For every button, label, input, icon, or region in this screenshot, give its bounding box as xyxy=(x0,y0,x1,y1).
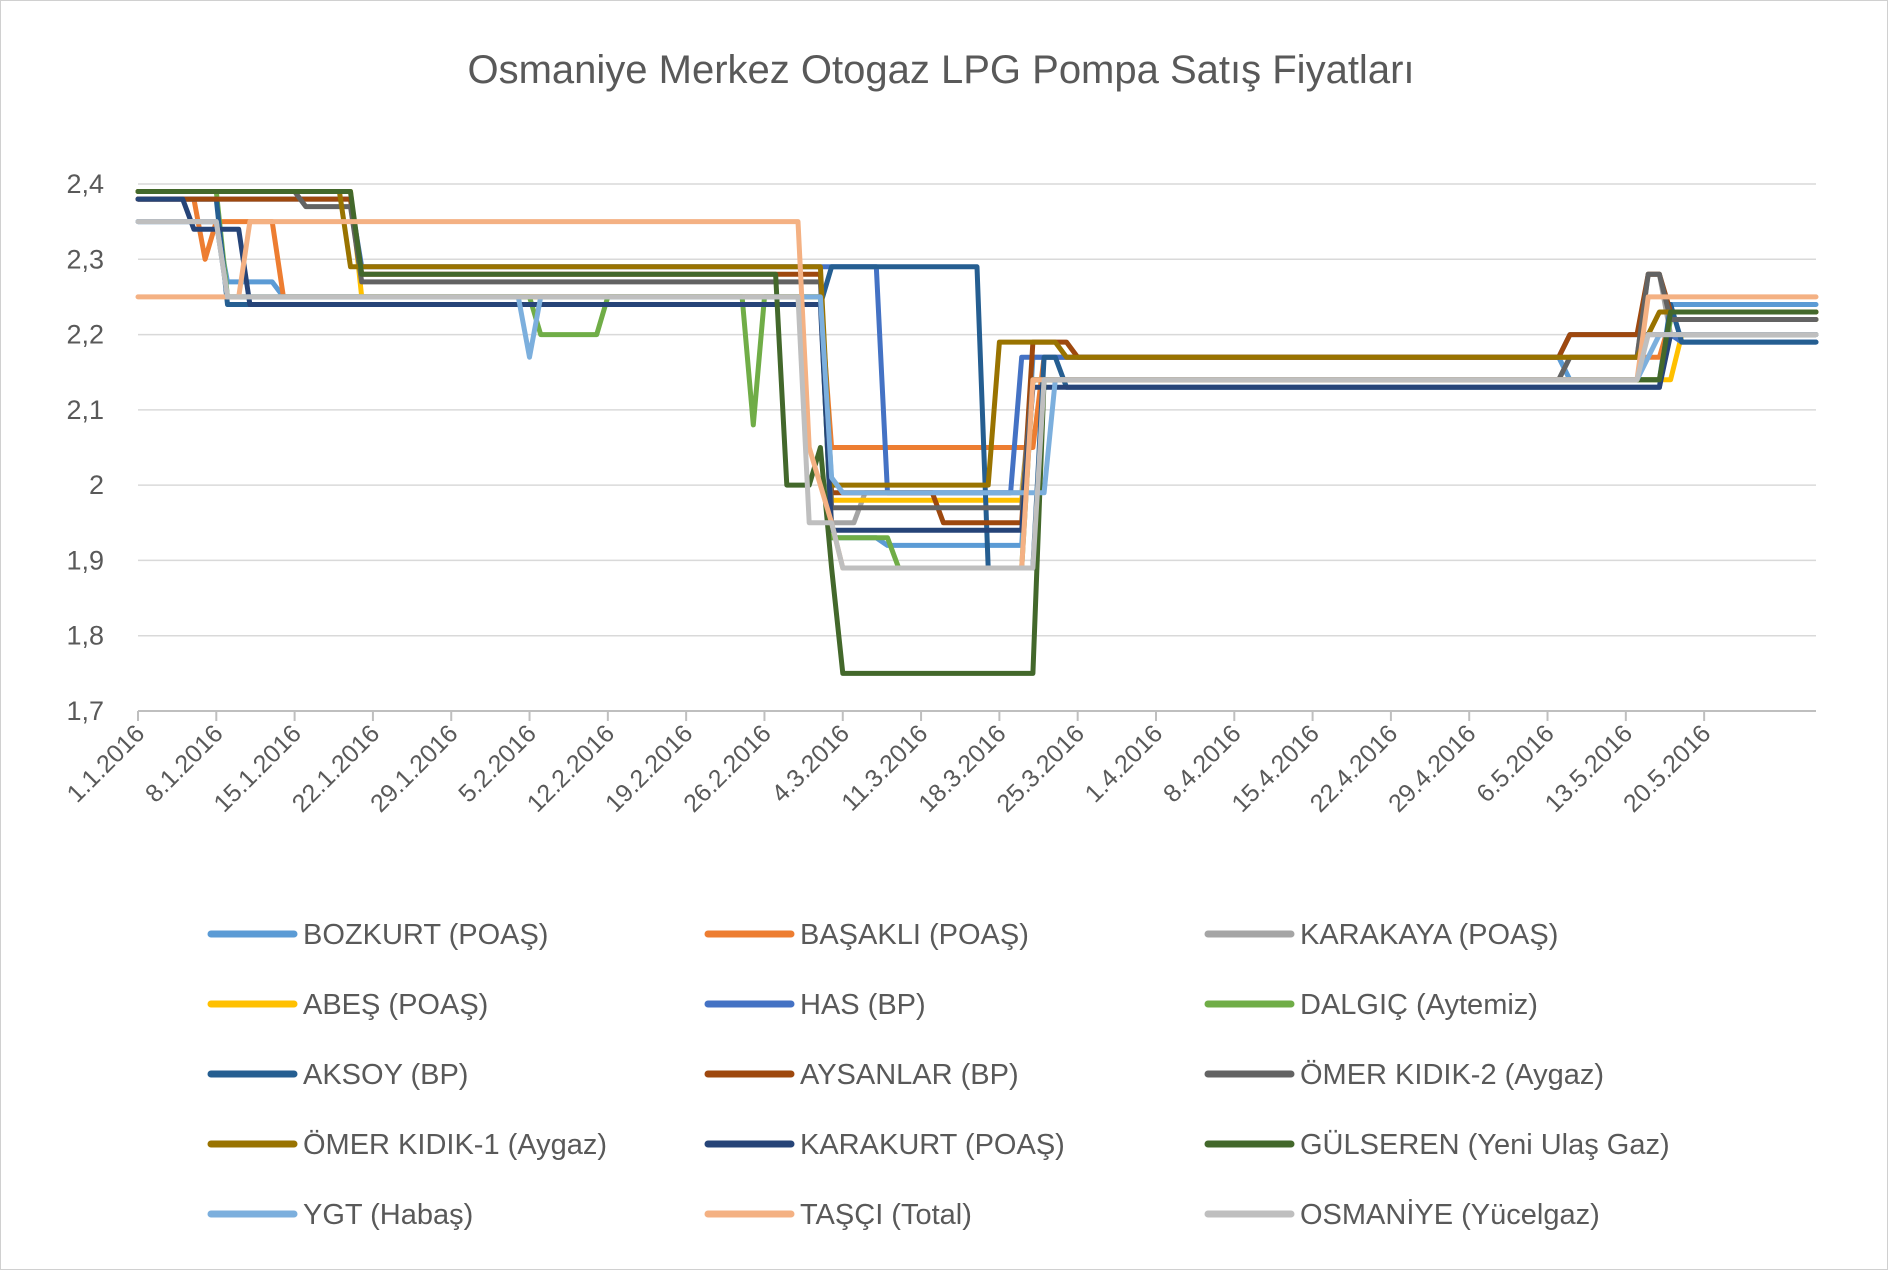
x-tick-label: 1.4.2016 xyxy=(1080,719,1169,808)
y-tick-label: 1,7 xyxy=(66,696,104,726)
series-line xyxy=(135,196,1819,571)
legend-label: AYSANLAR (BP) xyxy=(800,1059,1019,1091)
legend: BOZKURT (POAŞ) BAŞAKLI (POAŞ) KARAKAYA (PO… xyxy=(207,919,1670,1231)
series-line xyxy=(135,189,1819,676)
legend-label: TAŞÇI (Total) xyxy=(800,1199,972,1231)
series-lines xyxy=(135,189,1819,676)
y-tick-label: 2,1 xyxy=(66,395,104,425)
series-line xyxy=(135,196,1819,526)
series-line xyxy=(135,219,1819,548)
y-tick-label: 1,8 xyxy=(66,621,104,651)
legend-label: AKSOY (BP) xyxy=(303,1059,468,1091)
series-line xyxy=(135,219,1819,571)
legend-label: ABEŞ (POAŞ) xyxy=(303,989,488,1021)
legend-label: KARAKAYA (POAŞ) xyxy=(1300,919,1558,951)
chart-title: Osmaniye Merkez Otogaz LPG Pompa Satış F… xyxy=(467,48,1414,92)
y-tick-label: 2,2 xyxy=(66,320,104,350)
legend-label: BOZKURT (POAŞ) xyxy=(303,919,548,951)
y-tick-label: 2,3 xyxy=(66,244,104,274)
legend-label: ÖMER KIDIK-1 (Aygaz) xyxy=(303,1129,607,1161)
x-tick-label: 1.1.2016 xyxy=(62,719,151,808)
legend-label: YGT (Habaş) xyxy=(303,1199,473,1231)
legend-label: DALGIÇ (Aytemiz) xyxy=(1300,989,1538,1021)
legend-label: GÜLSEREN (Yeni Ulaş Gaz) xyxy=(1300,1129,1670,1161)
legend-label: HAS (BP) xyxy=(800,989,926,1021)
legend-label: OSMANİYE (Yücelgaz) xyxy=(1300,1198,1600,1231)
y-tick-label: 2 xyxy=(89,470,104,500)
legend-label: ÖMER KIDIK-2 (Aygaz) xyxy=(1300,1059,1604,1091)
y-tick-label: 1,9 xyxy=(66,545,104,575)
y-tick-label: 2,4 xyxy=(66,169,104,199)
x-axis-ticks: 1.1.20168.1.201615.1.201622.1.201629.1.2… xyxy=(62,711,1716,818)
legend-label: KARAKURT (POAŞ) xyxy=(800,1129,1065,1161)
y-axis-ticks: 1,7 1,8 1,9 2 2,1 2,2 2,3 2,4 xyxy=(66,169,104,726)
legend-label: BAŞAKLI (POAŞ) xyxy=(800,919,1029,951)
series-line xyxy=(135,189,1819,488)
